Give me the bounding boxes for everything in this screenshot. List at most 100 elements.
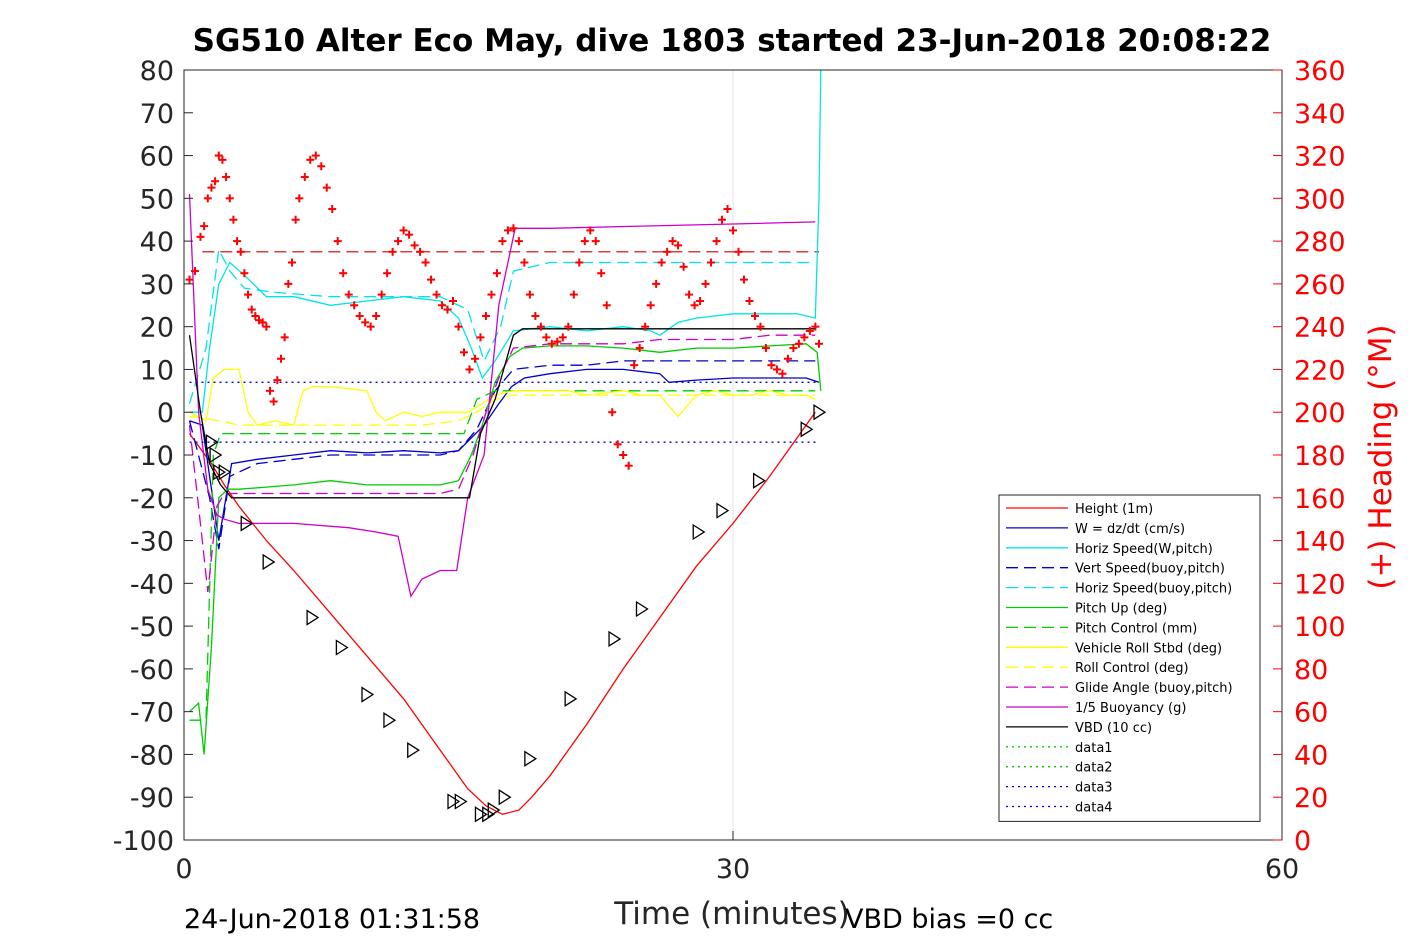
heading-point <box>597 269 606 278</box>
plot-area: -100-90-80-70-60-50-40-30-20-10010203040… <box>113 56 1346 885</box>
heading-point <box>432 290 441 299</box>
heading-point <box>789 344 798 353</box>
left-tick-label: -10 <box>130 441 174 472</box>
legend-entry: Vert Speed(buoy,pitch) <box>1075 562 1225 577</box>
left-tick-label: 50 <box>140 184 174 215</box>
legend-entry: Horiz Speed(W,pitch) <box>1075 542 1213 557</box>
legend-entry: data2 <box>1075 761 1113 776</box>
footer-vbd-bias: VBD bias =0 cc <box>845 904 1053 935</box>
heading-point <box>481 311 490 320</box>
heading-point <box>783 354 792 363</box>
heading-point <box>619 451 628 459</box>
heading-point <box>668 237 677 246</box>
left-tick-label: 20 <box>140 313 174 344</box>
heading-point <box>399 226 408 235</box>
heading-point <box>531 311 540 320</box>
right-tick-label: 260 <box>1294 270 1346 301</box>
heading-point <box>276 354 285 363</box>
series-line-8 <box>189 394 816 426</box>
heading-point <box>805 326 814 335</box>
heading-point <box>211 177 220 186</box>
heading-point <box>328 205 337 214</box>
legend: Height (1m) W = dz/dt (cm/s) Horiz Speed(W… <box>998 494 1261 822</box>
height-marker <box>335 639 349 656</box>
right-tick-label: 240 <box>1294 313 1346 344</box>
series-line-0 <box>188 411 816 815</box>
series-group <box>185 70 827 823</box>
heading-point <box>185 275 194 284</box>
heading-point <box>542 333 551 342</box>
heading-point <box>602 301 611 310</box>
heading-point <box>503 226 512 235</box>
heading-point <box>712 237 721 246</box>
x-tick-label: 30 <box>716 854 750 885</box>
height-marker <box>692 523 706 541</box>
heading-point <box>613 440 622 449</box>
heading-point <box>811 322 820 331</box>
left-tick-label: 60 <box>140 142 174 173</box>
heading-point <box>520 258 529 267</box>
left-tick-label: 80 <box>140 56 174 87</box>
right-y-axis-label: (+) Heading (°M) <box>1363 324 1399 589</box>
heading-point <box>750 311 759 320</box>
height-marker <box>487 801 501 819</box>
right-tick-label: 280 <box>1294 227 1346 258</box>
heading-point <box>761 344 770 353</box>
right-tick-label: 360 <box>1294 56 1346 87</box>
right-tick-label: 140 <box>1294 527 1346 558</box>
footer-timestamp: 24-Jun-2018 01:31:58 <box>184 904 480 935</box>
heading-point <box>287 258 296 267</box>
heading-point <box>723 205 732 214</box>
heading-point <box>707 258 716 267</box>
height-marker <box>498 789 512 806</box>
heading-point <box>525 290 534 299</box>
left-tick-label: -30 <box>130 527 174 558</box>
right-tick-label: 0 <box>1294 826 1311 857</box>
heading-point <box>652 279 661 288</box>
height-marker <box>752 472 766 489</box>
heading-point <box>536 322 545 331</box>
legend-entry: Pitch Control (mm) <box>1075 621 1197 636</box>
left-tick-label: 0 <box>157 398 174 429</box>
heading-point <box>718 215 727 224</box>
heading-point <box>476 333 485 342</box>
heading-point <box>739 275 748 284</box>
heading-point <box>273 376 282 385</box>
heading-point <box>269 397 278 406</box>
height-marker <box>361 686 375 703</box>
left-tick-label: -50 <box>130 612 174 643</box>
height-marker <box>209 446 223 464</box>
heading-point <box>492 269 501 278</box>
x-tick-label: 60 <box>1265 854 1299 885</box>
legend-entry: Pitch Up (deg) <box>1075 602 1167 617</box>
right-tick-label: 220 <box>1294 355 1346 386</box>
left-tick-label: -90 <box>130 783 174 814</box>
heading-point <box>729 226 737 235</box>
heading-point <box>207 183 216 192</box>
heading-point <box>262 322 271 331</box>
heading-point <box>591 237 600 246</box>
heading-point <box>778 369 787 378</box>
heading-point <box>366 322 375 331</box>
heading-point <box>443 305 452 314</box>
heading-point <box>498 237 507 246</box>
left-tick-label: 40 <box>140 227 174 258</box>
heading-point <box>586 226 595 235</box>
heading-point <box>767 361 776 370</box>
heading-point <box>311 151 320 160</box>
legend-entry: Glide Angle (buoy,pitch) <box>1075 681 1233 696</box>
heading-point <box>815 339 824 348</box>
height-marker <box>813 404 827 421</box>
heading-point <box>734 247 743 256</box>
right-tick-label: 40 <box>1294 740 1328 771</box>
heading-point <box>218 155 227 164</box>
left-tick-label: 10 <box>140 355 174 386</box>
heading-point <box>388 247 397 256</box>
x-tick-label: 0 <box>175 854 192 885</box>
height-marker <box>800 421 814 438</box>
heading-point <box>240 269 249 278</box>
heading-point <box>280 333 289 342</box>
heading-point <box>575 258 584 267</box>
height-marker <box>635 600 649 618</box>
heading-point <box>685 290 694 299</box>
